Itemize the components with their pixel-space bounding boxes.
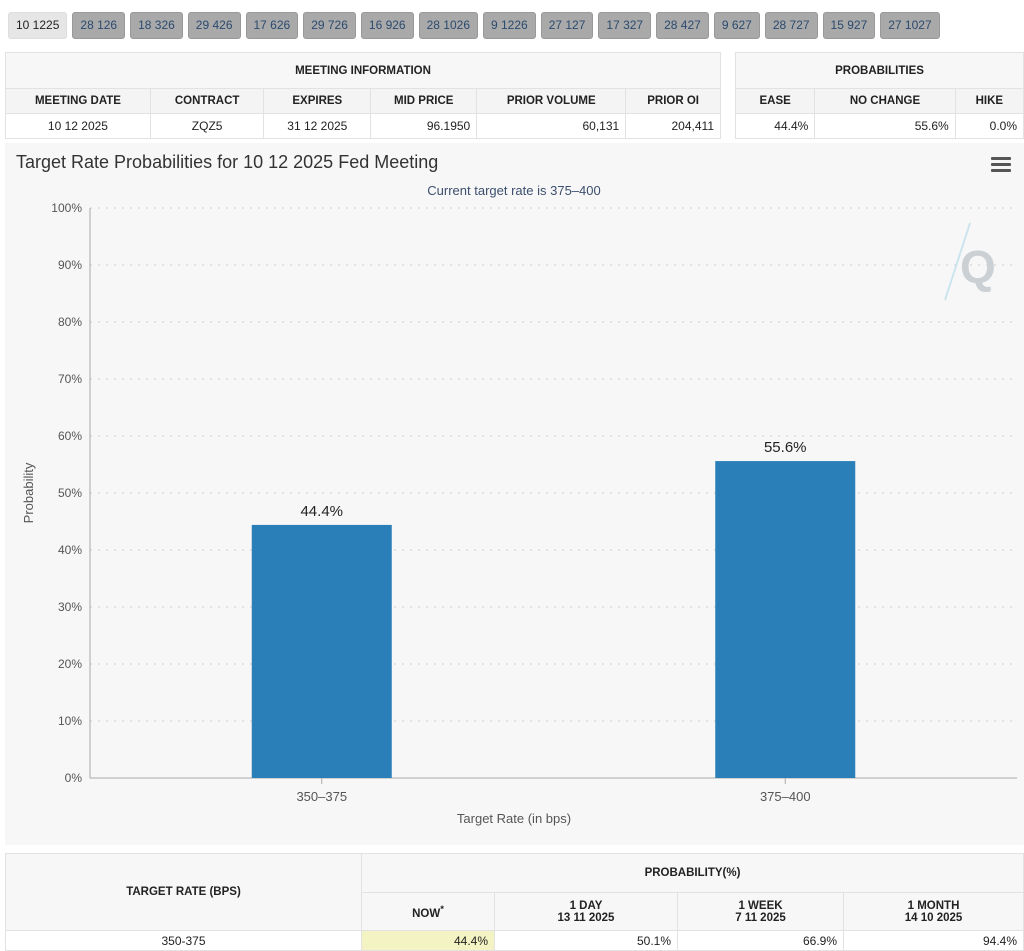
target-rate-probability-table: TARGET RATE (BPS) PROBABILITY(%) NOW* 1 … [5,853,1024,951]
col-ease: EASE [734,88,816,114]
1-week-value: 66.9% [677,930,844,951]
meeting-tab[interactable]: 15 927 [822,12,876,39]
col-1-day: 1 DAY 13 11 2025 [494,892,678,931]
target-rate-chart: Target Rate Probabilities for 10 12 2025… [5,143,1024,845]
col-1-week: 1 WEEK 7 11 2025 [677,892,844,931]
meeting-tab[interactable]: 28 727 [764,12,818,39]
hamburger-menu-icon[interactable] [991,157,1011,172]
probabilities-table: PROBABILITIES EASE NO CHANGE HIKE 44.4% … [734,52,1024,139]
meeting-tab[interactable]: 10 1225 [8,12,68,39]
y-axis-label: Probability [21,462,36,523]
meeting-tab[interactable]: 29 426 [187,12,241,39]
y-tick-label: 30% [58,600,82,614]
meeting-tab[interactable]: 28 427 [656,12,709,39]
probability-header: PROBABILITY(%) [361,853,1024,893]
y-tick-label: 50% [58,486,82,500]
y-tick-label: 90% [58,258,82,272]
meeting-tab[interactable]: 16 926 [360,12,414,39]
target-rate-cell: 350-375 [5,930,362,951]
x-tick-label: 350–375 [296,789,347,804]
data-label: 44.4% [300,503,343,520]
now-value: 44.4% [361,930,495,951]
chart-title: Target Rate Probabilities for 10 12 2025… [16,152,438,172]
watermark-logo-icon: Q [944,222,996,301]
meeting-tab[interactable]: 17 327 [598,12,652,39]
meeting-tab[interactable]: 17 626 [245,12,299,39]
bar[interactable] [715,461,856,778]
bar[interactable] [251,524,392,778]
col-mid-price: MID PRICE [370,88,478,114]
meeting-tab[interactable]: 27 127 [540,12,594,39]
expires: 31 12 2025 [263,113,372,139]
meeting-tab[interactable]: 18 326 [130,12,183,39]
1-month-value: 94.4% [843,930,1024,951]
col-1-month: 1 MONTH 14 10 2025 [843,892,1024,931]
table-row: 44.4% 55.6% 0.0% [734,113,1024,139]
x-tick-label: 375–400 [760,789,811,804]
prior-oi: 204,411 [625,113,721,139]
prior-volume: 60,131 [476,113,627,139]
probabilities-title: PROBABILITIES [735,52,1024,89]
meeting-tab[interactable]: 29 726 [303,12,356,39]
contract: ZQZ5 [149,113,265,139]
svg-text:Q: Q [960,241,996,293]
hike-value: 0.0% [954,113,1024,139]
x-axis-label: Target Rate (in bps) [457,811,571,826]
y-tick-label: 60% [58,429,82,443]
data-label: 55.6% [764,439,807,456]
table-row: 350-375 44.4% 50.1% 66.9% 94.4% [5,930,1024,951]
mid-price: 96.1950 [370,113,478,139]
meeting-tab[interactable]: 28 1026 [418,12,478,39]
meeting-information-table: MEETING INFORMATION MEETING DATE CONTRAC… [5,52,721,139]
meeting-date: 10 12 2025 [5,113,151,139]
col-prior-oi: PRIOR OI [625,88,721,114]
col-no-change: NO CHANGE [814,88,956,114]
y-tick-label: 80% [58,315,82,329]
y-tick-label: 70% [58,372,82,386]
col-prior-volume: PRIOR VOLUME [476,88,627,114]
meeting-tab[interactable]: 28 126 [72,12,126,39]
col-now: NOW* [361,892,495,931]
no-change-value: 55.6% [814,113,956,139]
meeting-information-title: MEETING INFORMATION [5,52,721,89]
col-contract: CONTRACT [149,88,265,114]
y-tick-label: 100% [51,201,82,215]
target-rate-header: TARGET RATE (BPS) [5,853,362,931]
meeting-tabs: 10 1225 28 126 18 326 29 426 17 626 29 726 16 … [8,12,940,39]
meeting-tab[interactable]: 9 1226 [483,12,536,39]
col-meeting-date: MEETING DATE [5,88,151,114]
ease-value: 44.4% [734,113,816,139]
meeting-tab[interactable]: 9 627 [713,12,760,39]
chart-svg: Target Rate Probabilities for 10 12 2025… [16,152,1017,826]
y-tick-label: 0% [65,771,83,785]
y-tick-label: 10% [58,714,82,728]
y-tick-label: 40% [58,543,82,557]
1-day-value: 50.1% [494,930,678,951]
meeting-tab[interactable]: 27 1027 [880,12,940,39]
y-tick-label: 20% [58,657,82,671]
chart-subtitle: Current target rate is 375–400 [427,183,600,198]
col-expires: EXPIRES [263,88,372,114]
col-hike: HIKE [954,88,1024,114]
table-row: 10 12 2025 ZQZ5 31 12 2025 96.1950 60,13… [5,113,721,139]
